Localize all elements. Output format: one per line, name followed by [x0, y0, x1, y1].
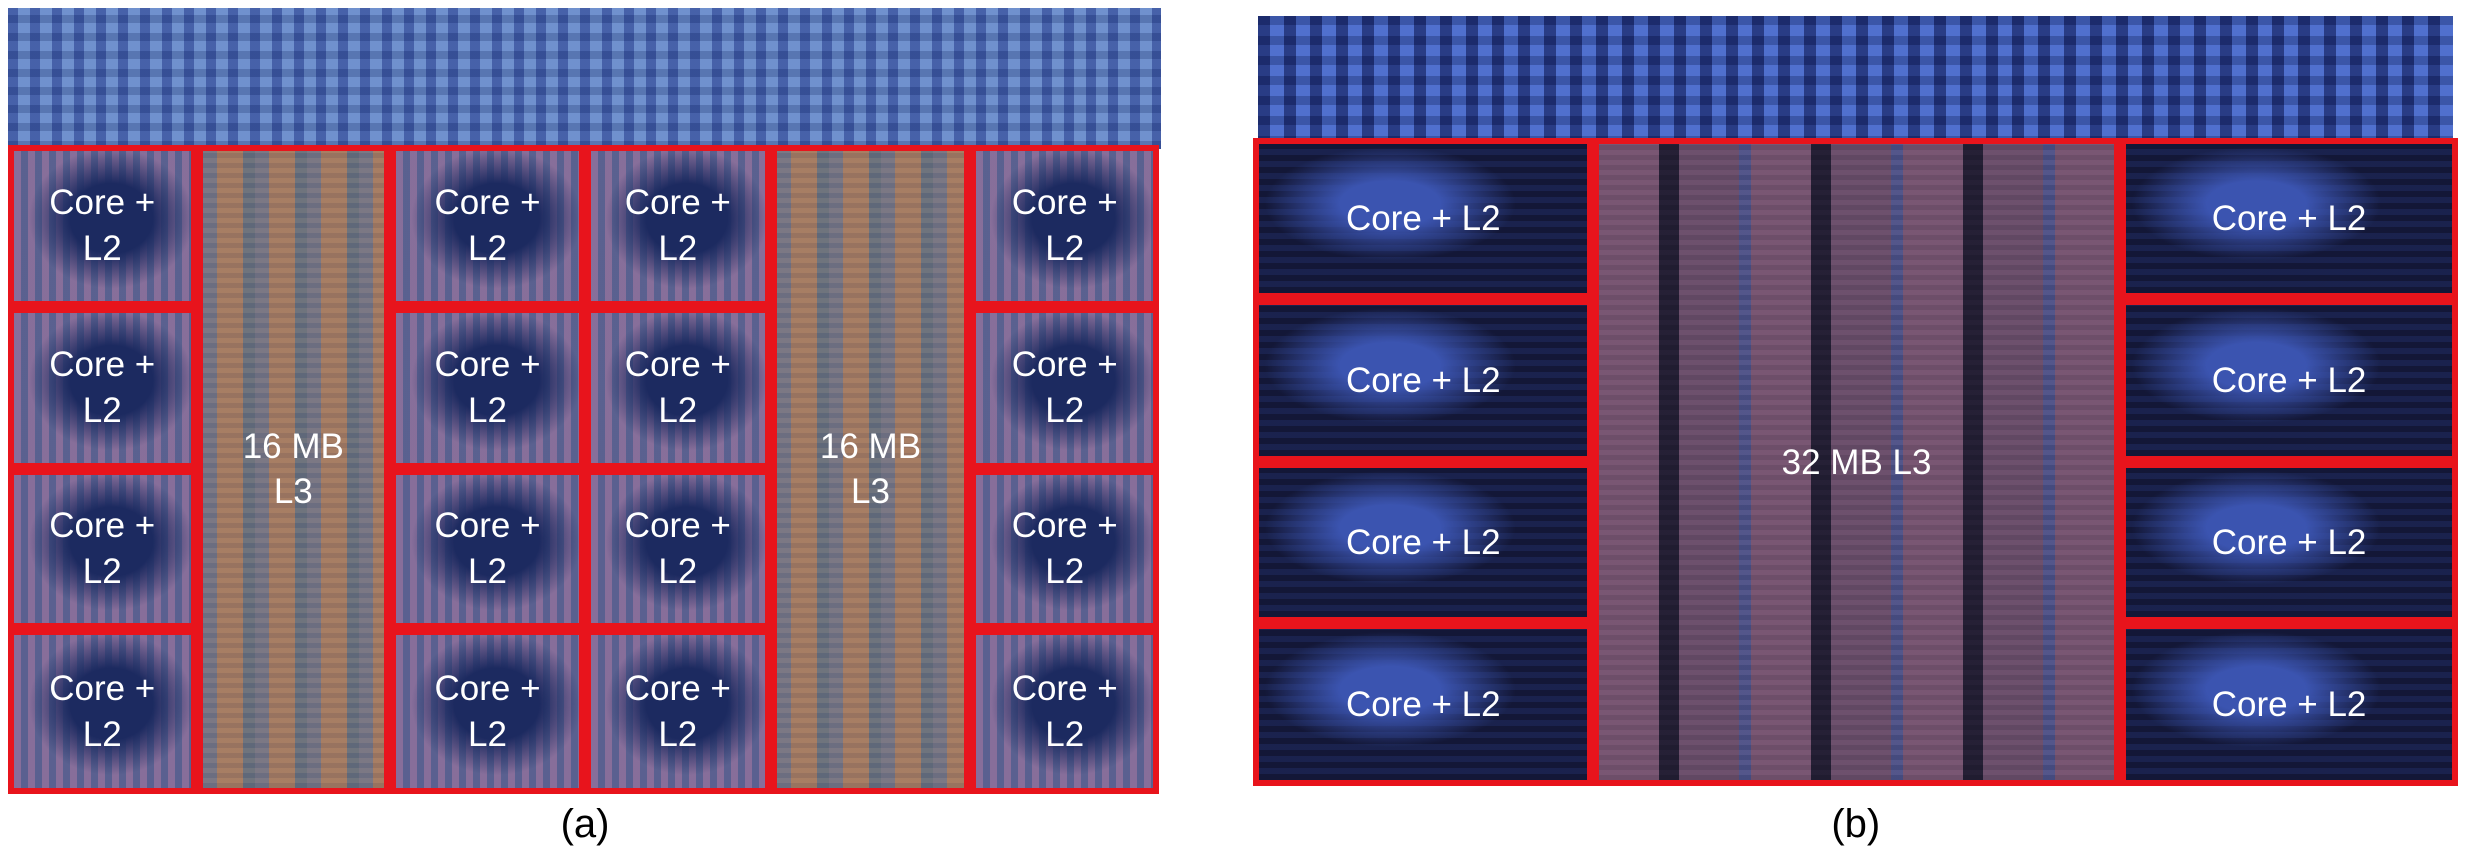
core-block: Core + L2 [970, 468, 1160, 630]
core-block: Core + L2 [585, 468, 771, 630]
core-block: Core + L2 [1253, 138, 1594, 299]
die-top-strip [1258, 15, 2454, 145]
panel-caption: (b) [1831, 802, 1881, 847]
panel-caption: (a) [560, 802, 610, 847]
core-block: Core + L2 [970, 144, 1160, 307]
l3-block: 16 MB L3 [770, 144, 971, 795]
core-block: Core + L2 [2120, 622, 2459, 787]
core-block-label: Core + L2 [1011, 669, 1118, 754]
core-block-label: Core + L2 [2211, 684, 2367, 724]
core-block-label: Core + L2 [1011, 183, 1118, 268]
core-block-label: Core + L2 [434, 183, 541, 268]
core-block: Core + L2 [585, 144, 771, 307]
core-block: Core + L2 [970, 629, 1160, 795]
core-block: Core + L2 [970, 306, 1160, 469]
core-block-label: Core + L2 [1345, 198, 1501, 238]
core-block: Core + L2 [1253, 622, 1594, 787]
core-block-label: Core + L2 [49, 183, 156, 268]
core-block: Core + L2 [7, 629, 197, 795]
core-block-label: Core + L2 [1345, 360, 1501, 400]
l3-block-label: 16 MB L3 [819, 426, 922, 512]
core-block: Core + L2 [585, 629, 771, 795]
core-block: Core + L2 [2120, 138, 2459, 299]
core-block-label: Core + L2 [2211, 522, 2367, 562]
core-block-label: Core + L2 [624, 506, 731, 591]
core-block-label: Core + L2 [1345, 522, 1501, 562]
core-block: Core + L2 [7, 306, 197, 469]
core-block: Core + L2 [390, 144, 586, 307]
die-top-strip [7, 7, 1161, 150]
core-block-label: Core + L2 [1011, 506, 1118, 591]
core-block: Core + L2 [1253, 462, 1594, 623]
core-block-label: Core + L2 [2211, 360, 2367, 400]
core-block-label: Core + L2 [1345, 684, 1501, 724]
core-block: Core + L2 [390, 468, 586, 630]
l3-block: 16 MB L3 [196, 144, 391, 795]
core-block: Core + L2 [390, 629, 586, 795]
core-block: Core + L2 [7, 144, 197, 307]
core-block-label: Core + L2 [434, 669, 541, 754]
core-block: Core + L2 [2120, 462, 2459, 623]
core-block: Core + L2 [390, 306, 586, 469]
core-block-label: Core + L2 [2211, 198, 2367, 238]
core-block-label: Core + L2 [49, 506, 156, 591]
core-block-label: Core + L2 [434, 345, 541, 430]
core-block: Core + L2 [585, 306, 771, 469]
core-block-label: Core + L2 [434, 506, 541, 591]
l3-block-label: 32 MB L3 [1781, 442, 1932, 482]
core-block: Core + L2 [2120, 298, 2459, 463]
core-block-label: Core + L2 [624, 345, 731, 430]
core-block-label: Core + L2 [624, 669, 731, 754]
core-block: Core + L2 [7, 468, 197, 630]
core-block-label: Core + L2 [1011, 345, 1118, 430]
core-block-label: Core + L2 [49, 345, 156, 430]
core-block-label: Core + L2 [624, 183, 731, 268]
core-block-label: Core + L2 [49, 669, 156, 754]
core-block: Core + L2 [1253, 298, 1594, 463]
l3-block-label: 16 MB L3 [242, 426, 344, 512]
l3-block: 32 MB L3 [1593, 138, 2120, 787]
